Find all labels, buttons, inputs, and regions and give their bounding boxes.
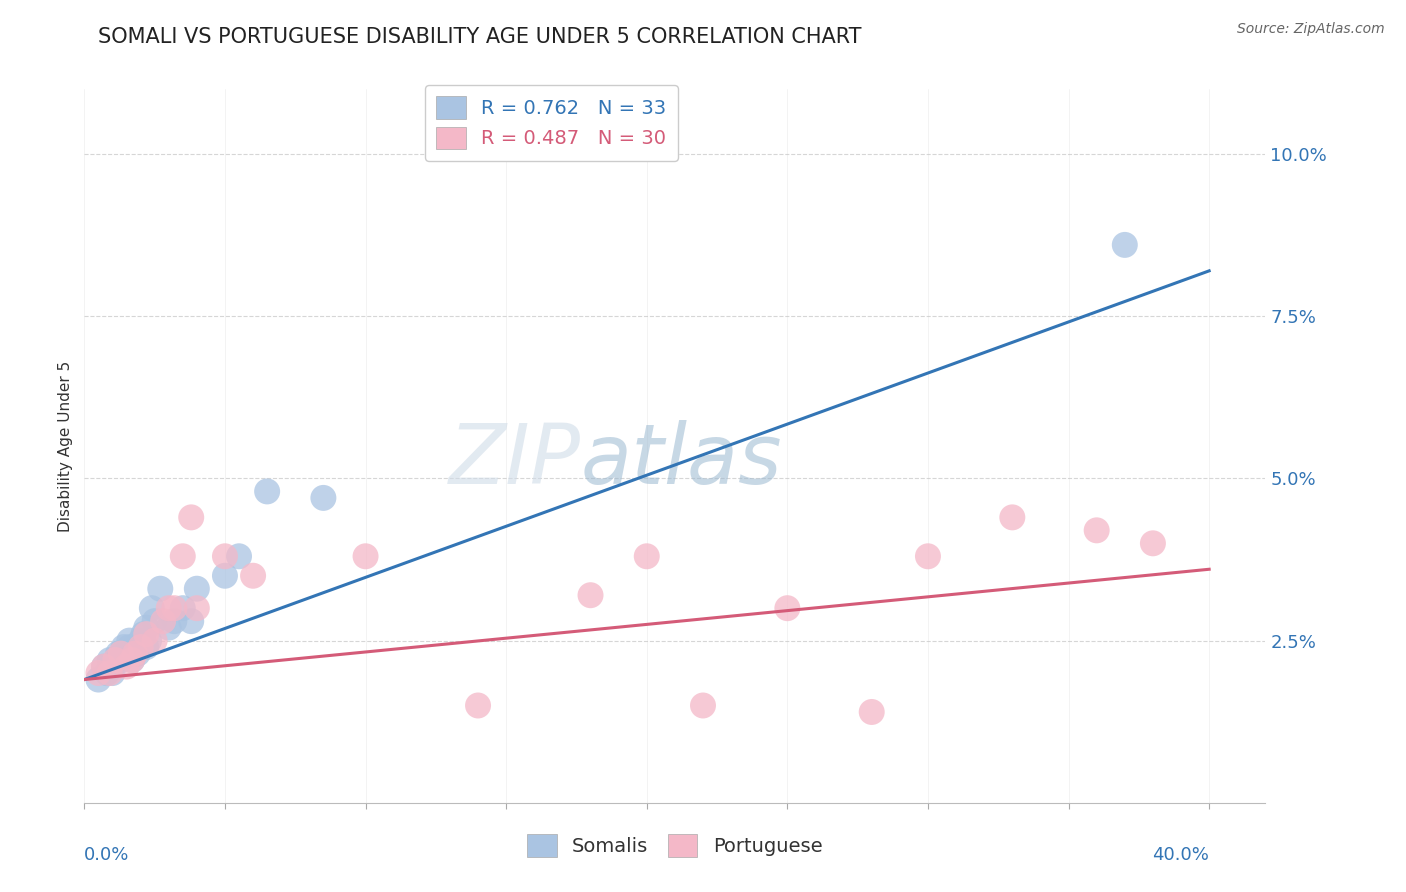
Point — [87, 673, 110, 687]
Point — [312, 491, 335, 505]
Point — [96, 666, 118, 681]
Point — [157, 621, 180, 635]
Point — [579, 588, 602, 602]
Point — [467, 698, 489, 713]
Point — [163, 614, 186, 628]
Y-axis label: Disability Age Under 5: Disability Age Under 5 — [58, 360, 73, 532]
Point — [98, 653, 121, 667]
Point — [127, 647, 149, 661]
Point — [121, 653, 143, 667]
Point — [135, 627, 157, 641]
Point — [1114, 238, 1136, 252]
Point — [157, 601, 180, 615]
Text: atlas: atlas — [581, 420, 782, 500]
Point — [776, 601, 799, 615]
Point — [115, 659, 138, 673]
Point — [186, 601, 208, 615]
Point — [636, 549, 658, 564]
Point — [354, 549, 377, 564]
Point — [172, 601, 194, 615]
Point — [138, 633, 160, 648]
Point — [112, 640, 135, 654]
Point — [214, 568, 236, 582]
Point — [132, 627, 155, 641]
Legend: Somalis, Portuguese: Somalis, Portuguese — [520, 826, 830, 864]
Point — [107, 647, 129, 661]
Point — [143, 633, 166, 648]
Point — [110, 653, 132, 667]
Point — [101, 666, 124, 681]
Point — [149, 582, 172, 596]
Point — [242, 568, 264, 582]
Point — [1001, 510, 1024, 524]
Point — [860, 705, 883, 719]
Point — [163, 601, 186, 615]
Point — [1085, 524, 1108, 538]
Point — [118, 633, 141, 648]
Text: 40.0%: 40.0% — [1153, 846, 1209, 863]
Point — [121, 653, 143, 667]
Point — [692, 698, 714, 713]
Text: Source: ZipAtlas.com: Source: ZipAtlas.com — [1237, 22, 1385, 37]
Point — [135, 640, 157, 654]
Point — [917, 549, 939, 564]
Point — [180, 614, 202, 628]
Point — [256, 484, 278, 499]
Point — [1142, 536, 1164, 550]
Text: 0.0%: 0.0% — [84, 846, 129, 863]
Point — [104, 653, 127, 667]
Point — [228, 549, 250, 564]
Point — [129, 633, 152, 648]
Point — [93, 659, 115, 673]
Point — [180, 510, 202, 524]
Point — [110, 647, 132, 661]
Text: ZIP: ZIP — [449, 420, 581, 500]
Point — [143, 614, 166, 628]
Point — [93, 659, 115, 673]
Point — [141, 601, 163, 615]
Point — [214, 549, 236, 564]
Text: SOMALI VS PORTUGUESE DISABILITY AGE UNDER 5 CORRELATION CHART: SOMALI VS PORTUGUESE DISABILITY AGE UNDE… — [98, 27, 862, 46]
Point — [115, 647, 138, 661]
Point — [152, 614, 174, 628]
Point — [118, 640, 141, 654]
Point — [135, 621, 157, 635]
Point — [124, 640, 146, 654]
Point — [124, 647, 146, 661]
Point — [98, 666, 121, 681]
Point — [172, 549, 194, 564]
Point — [129, 640, 152, 654]
Point — [87, 666, 110, 681]
Point — [186, 582, 208, 596]
Point — [101, 659, 124, 673]
